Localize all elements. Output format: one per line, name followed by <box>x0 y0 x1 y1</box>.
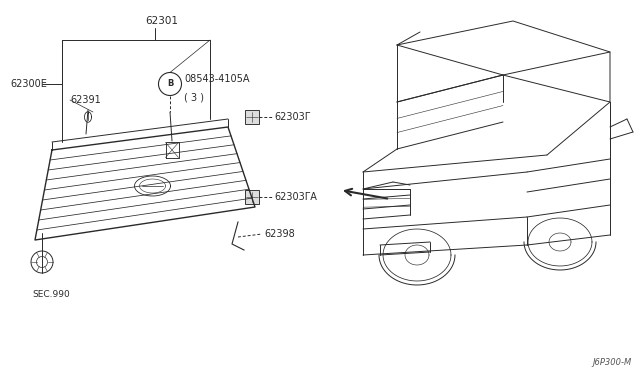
Text: 62301: 62301 <box>145 16 179 26</box>
Text: 62300E: 62300E <box>10 79 47 89</box>
Text: ( 3 ): ( 3 ) <box>184 93 204 103</box>
Text: 62303Γ: 62303Γ <box>274 112 310 122</box>
Text: 62303ΓA: 62303ΓA <box>274 192 317 202</box>
Text: 08543-4105A: 08543-4105A <box>184 74 250 84</box>
Text: SEC.990: SEC.990 <box>32 290 70 299</box>
Bar <box>245 190 259 204</box>
Text: B: B <box>167 80 173 89</box>
Text: 62391: 62391 <box>70 95 100 105</box>
Bar <box>245 110 259 124</box>
Text: 62398: 62398 <box>264 229 295 239</box>
Text: J6P300-M: J6P300-M <box>593 358 632 367</box>
